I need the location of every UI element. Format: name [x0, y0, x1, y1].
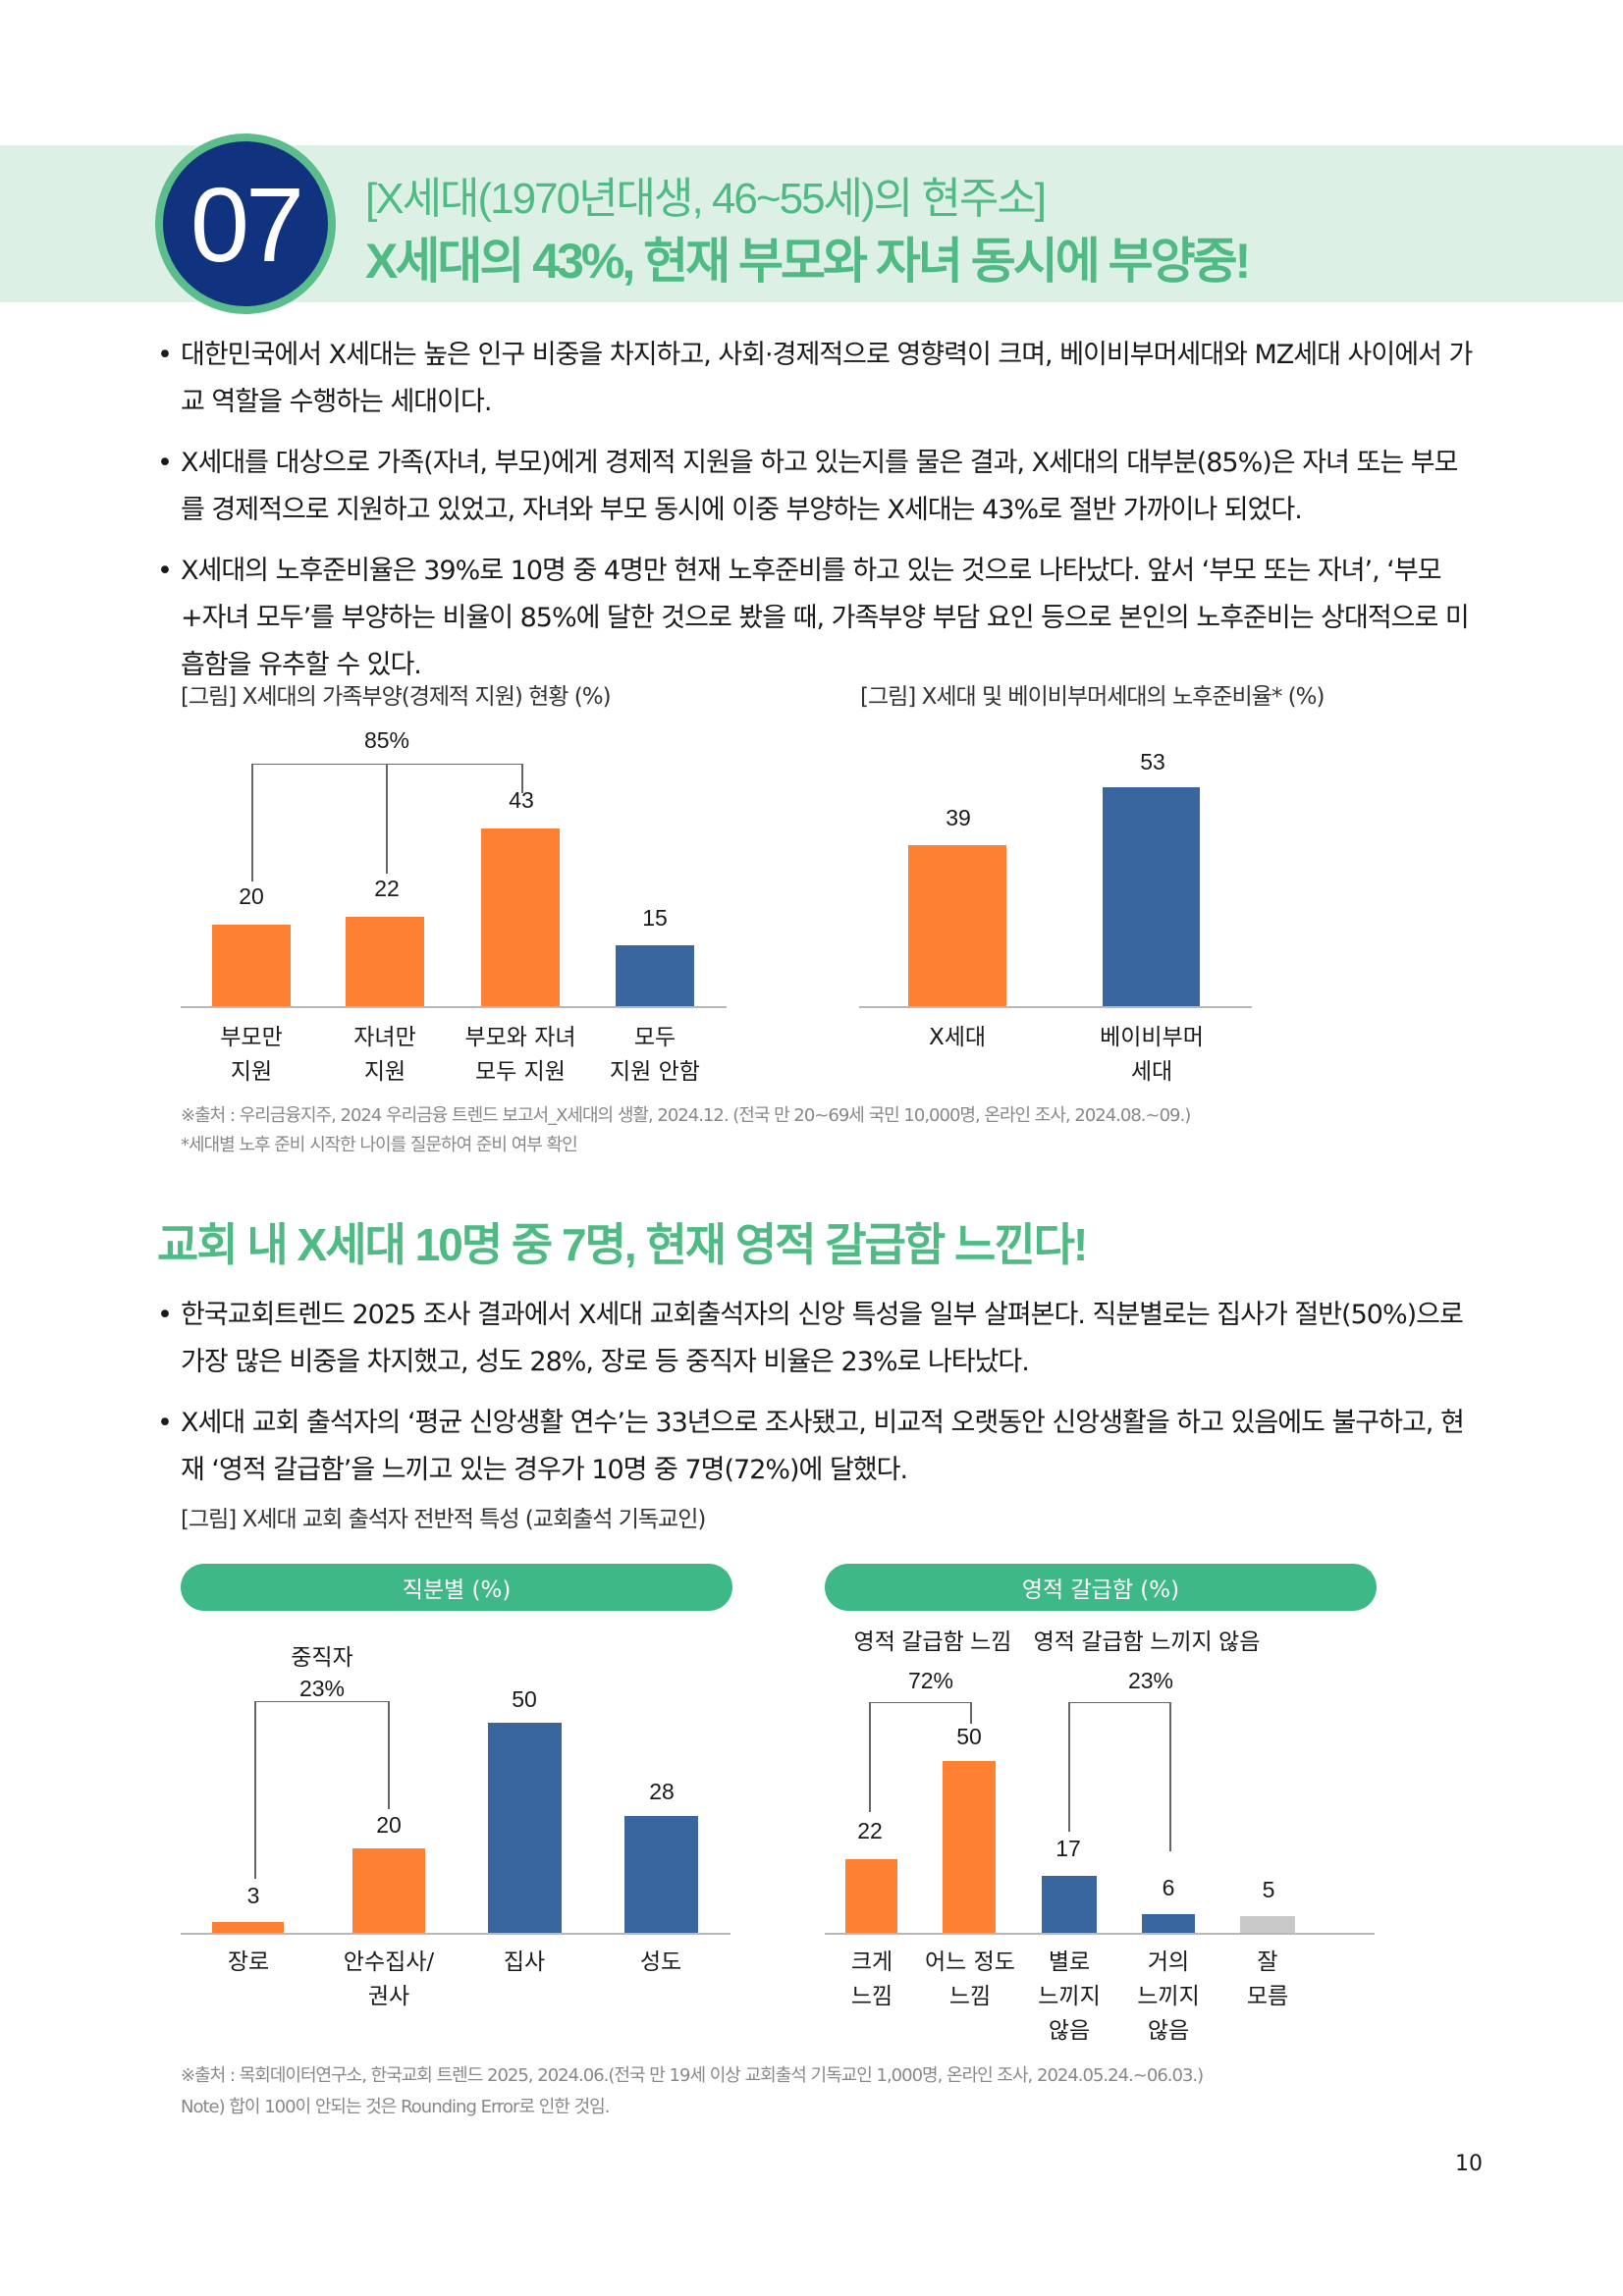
bar-none — [616, 945, 694, 1007]
source-note-1: ※출처 : 우리금융지주, 2024 우리금융 트렌드 보고서_X세대의 생활,… — [181, 1105, 1191, 1126]
chart4-bracket-label: 23% — [1127, 1668, 1174, 1693]
bar-value: 5 — [1262, 1877, 1275, 1902]
chart4-bracket-leg — [970, 1702, 972, 1724]
chart3-bracket-leg — [388, 1701, 390, 1809]
chart4-bracket-1 — [869, 1702, 970, 1703]
category-label: 잘 모름 — [1246, 1949, 1289, 2009]
chart1-bracket-leg — [386, 764, 388, 874]
bar-value: 3 — [246, 1883, 260, 1908]
bar-value: 28 — [649, 1779, 675, 1804]
bullet-dot-icon: • — [157, 556, 173, 586]
chart4-bracket-leg — [869, 1702, 871, 1812]
chart3-bracket-label: 중직자 23% — [291, 1644, 353, 1701]
chart4-bracket-2 — [1068, 1702, 1169, 1703]
bar-value: 53 — [1140, 749, 1165, 774]
category-label: 베이비부머 세대 — [1100, 1025, 1204, 1085]
chart1-bracket-leg — [251, 764, 253, 881]
chart4-header-pill: 영적 갈급함 (%) — [825, 1564, 1377, 1611]
chart1-axis — [181, 1006, 727, 1008]
section-number-badge: 07 — [155, 133, 336, 314]
bar-children-only — [346, 917, 424, 1007]
chart2-axis — [859, 1006, 1252, 1008]
bar-value: 22 — [857, 1818, 883, 1843]
chart3-bracket — [254, 1701, 388, 1702]
bullet-item: • 한국교회트렌드 2025 조사 결과에서 X세대 교회출석자의 신앙 특성을 … — [157, 1292, 1473, 1386]
bar-value: 15 — [642, 905, 668, 931]
bar-gen-x — [908, 845, 1006, 1007]
category-label: 크게 느낌 — [850, 1949, 893, 2009]
category-label: 어느 정도 느낌 — [925, 1949, 1015, 2009]
chart4-bracket-label: 72% — [907, 1668, 954, 1693]
bar-value: 50 — [956, 1724, 982, 1749]
source-note-2: ※출처 : 목회데이터연구소, 한국교회 트렌드 2025, 2024.06.(… — [181, 2065, 1204, 2086]
section2-bullets: • 한국교회트렌드 2025 조사 결과에서 X세대 교회출석자의 신앙 특성을 … — [157, 1292, 1473, 1494]
bar-boomer — [1103, 787, 1200, 1007]
chart2-title: [그림] X세대 및 베이비부머세대의 노후준비율* (%) — [860, 684, 1325, 710]
bullet-item: • X세대의 노후준비율은 39%로 10명 중 4명만 현재 노후준비를 하고 … — [157, 548, 1473, 689]
intro-bullets: • 대한민국에서 X세대는 높은 인구 비중을 차지하고, 사회·경제적으로 영향… — [157, 332, 1473, 689]
bullet-dot-icon: • — [157, 448, 173, 478]
category-label: 거의 느끼지 않음 — [1137, 1949, 1200, 2044]
chart4-group-label: 영적 갈급함 느끼지 않음 — [1033, 1629, 1261, 1654]
bar-value: 22 — [374, 876, 400, 901]
bullet-dot-icon: • — [157, 1300, 173, 1330]
category-label: 별로 느끼지 않음 — [1038, 1949, 1101, 2044]
bullet-dot-icon: • — [157, 340, 173, 370]
chart1-bracket-leg — [521, 764, 523, 793]
category-label: 부모와 자녀 모두 지원 — [464, 1025, 576, 1085]
footnote-1: *세대별 노후 준비 시작한 나이를 질문하여 준비 여부 확인 — [181, 1135, 578, 1155]
bar-value: 17 — [1055, 1836, 1081, 1861]
bar-value: 20 — [239, 883, 264, 909]
bar-value: 20 — [376, 1812, 402, 1838]
section2-title: 교회 내 X세대 10명 중 7명, 현재 영적 갈급함 느낀다! — [157, 1219, 1088, 1270]
category-label: 부모만 지원 — [220, 1025, 283, 1085]
bar-somewhat-feel — [943, 1761, 996, 1934]
chart3-bracket-leg — [254, 1701, 256, 1879]
bar-elder — [212, 1922, 284, 1934]
category-label: 장로 — [227, 1949, 270, 1975]
bar-ordained-deacon — [352, 1848, 425, 1934]
chart3-header-pill: 직분별 (%) — [181, 1564, 732, 1611]
chart4-bracket-leg — [1068, 1702, 1070, 1832]
category-label: 성도 — [639, 1949, 682, 1975]
bar-layperson — [624, 1816, 698, 1934]
category-label: 안수집사/ 권사 — [343, 1949, 435, 2009]
bar-deacon — [488, 1723, 562, 1934]
chart3-axis — [181, 1933, 730, 1935]
bar-rarely-feel — [1042, 1876, 1097, 1934]
chart4-bracket-leg — [1169, 1702, 1171, 1851]
chart4-group-label: 영적 갈급함 느낌 — [853, 1629, 1012, 1654]
footnote-2: Note) 합이 100이 안되는 것은 Rounding Error로 인한 … — [181, 2097, 610, 2117]
chart4-axis — [825, 1933, 1375, 1935]
bar-value: 50 — [512, 1686, 537, 1712]
bar-value: 6 — [1162, 1875, 1175, 1900]
figure-caption-2: [그림] X세대 교회 출석자 전반적 특성 (교회출석 기독교인) — [181, 1507, 706, 1532]
category-label: 모두 지원 안함 — [610, 1025, 700, 1085]
bar-dont-know — [1240, 1916, 1295, 1934]
bar-hardly-feel — [1142, 1914, 1195, 1934]
bar-parents-only — [212, 925, 291, 1007]
category-label: 집사 — [503, 1949, 546, 1975]
section-subtitle: [X세대(1970년대생, 46~55세)의 현주소] — [365, 175, 1047, 223]
category-label: 자녀만 지원 — [353, 1025, 416, 1085]
bar-both — [481, 828, 560, 1007]
page-number: 10 — [1455, 2152, 1483, 2176]
chart1-title: [그림] X세대의 가족부양(경제적 지원) 현황 (%) — [181, 684, 612, 710]
bar-value: 39 — [946, 805, 971, 830]
section-title: X세대의 43%, 현재 부모와 자녀 동시에 부양중! — [365, 234, 1251, 289]
bullet-dot-icon: • — [157, 1408, 173, 1438]
bullet-item: • X세대 교회 출석자의 ‘평균 신앙생활 연수’는 33년으로 조사됐고, 비… — [157, 1400, 1473, 1494]
chart1-bracket-label: 85% — [363, 727, 410, 753]
category-label: X세대 — [928, 1025, 987, 1050]
bullet-item: • X세대를 대상으로 가족(자녀, 부모)에게 경제적 지원을 하고 있는지를 … — [157, 440, 1473, 534]
bullet-item: • 대한민국에서 X세대는 높은 인구 비중을 차지하고, 사회·경제적으로 영향… — [157, 332, 1473, 426]
bar-value: 43 — [509, 787, 534, 813]
bar-strongly-feel — [845, 1859, 897, 1934]
